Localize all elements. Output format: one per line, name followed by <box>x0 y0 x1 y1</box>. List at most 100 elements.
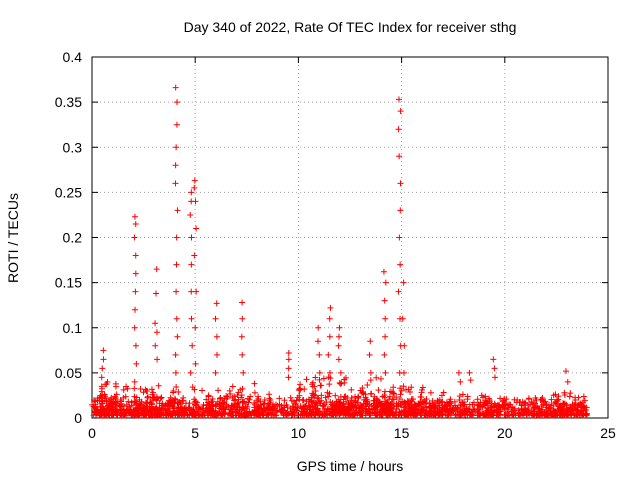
data-point <box>315 324 322 331</box>
data-point <box>118 400 125 407</box>
data-point <box>397 261 404 268</box>
data-point <box>117 406 124 413</box>
data-point <box>164 406 171 413</box>
data-point <box>395 96 402 103</box>
data-point <box>335 404 342 411</box>
data-point <box>231 393 238 400</box>
data-point <box>106 406 113 413</box>
data-point <box>234 400 241 407</box>
data-point <box>325 393 332 400</box>
data-point <box>114 412 121 419</box>
data-point <box>525 395 532 402</box>
x-tick-label: 0 <box>88 425 96 441</box>
data-point <box>484 412 491 419</box>
data-point <box>264 412 271 419</box>
x-tick-label: 20 <box>497 425 513 441</box>
data-point <box>255 395 262 402</box>
data-point <box>152 320 159 327</box>
data-point <box>564 378 571 385</box>
data-point <box>465 406 472 412</box>
data-point <box>474 402 481 409</box>
data-point <box>322 410 329 417</box>
data-point <box>172 162 179 169</box>
data-point <box>132 220 139 227</box>
data-point <box>454 408 461 415</box>
data-point <box>108 412 115 419</box>
data-point <box>138 410 145 417</box>
data-point <box>239 398 246 405</box>
data-point <box>285 374 292 381</box>
data-point <box>144 393 151 400</box>
data-point <box>153 290 160 297</box>
data-point <box>556 412 563 419</box>
data-point <box>353 410 360 417</box>
data-point <box>172 84 179 91</box>
data-point <box>549 411 556 418</box>
data-point <box>234 392 241 399</box>
x-tick-label: 25 <box>600 425 616 441</box>
data-point <box>191 252 198 259</box>
data-point <box>562 368 569 375</box>
data-point <box>257 401 264 408</box>
data-point <box>397 207 404 214</box>
data-point <box>148 398 155 405</box>
data-point <box>312 387 319 394</box>
data-point <box>285 350 292 357</box>
data-point <box>89 401 96 408</box>
data-point <box>477 399 484 406</box>
data-point <box>568 408 574 415</box>
data-point <box>312 411 319 418</box>
data-point <box>187 369 194 376</box>
data-point <box>400 279 407 286</box>
data-point <box>239 351 246 358</box>
data-point <box>390 384 397 391</box>
data-point <box>417 399 424 406</box>
data-point <box>491 374 498 381</box>
data-point <box>92 404 99 411</box>
data-point <box>240 412 247 419</box>
data-point <box>172 369 179 376</box>
data-point <box>144 394 151 401</box>
data-point <box>400 383 407 390</box>
data-point <box>336 324 343 331</box>
data-point <box>341 393 348 400</box>
data-point <box>489 412 496 419</box>
data-point <box>301 403 308 410</box>
chart-title: Day 340 of 2022, Rate Of TEC Index for r… <box>184 19 517 35</box>
data-point <box>381 297 388 304</box>
data-point <box>252 409 259 416</box>
data-point <box>132 412 139 419</box>
data-point <box>550 406 557 413</box>
data-point <box>237 386 244 393</box>
data-point <box>209 395 216 402</box>
data-point <box>162 403 169 410</box>
data-point <box>212 315 219 322</box>
data-point <box>226 387 233 394</box>
data-point <box>490 356 497 363</box>
data-point <box>98 394 105 401</box>
data-point <box>319 403 326 410</box>
data-point <box>326 315 333 322</box>
data-point <box>457 378 464 385</box>
data-point <box>401 342 408 349</box>
data-point <box>367 377 374 384</box>
data-point <box>192 198 199 205</box>
data-point <box>327 304 334 311</box>
data-point <box>322 394 329 401</box>
data-point <box>331 403 338 410</box>
data-point <box>226 410 233 417</box>
data-point <box>412 401 419 408</box>
data-point <box>401 369 408 376</box>
data-point <box>431 412 438 419</box>
x-tick-label: 15 <box>394 425 410 441</box>
data-point <box>293 400 300 407</box>
data-point <box>173 261 180 268</box>
data-point <box>575 394 582 401</box>
data-point <box>239 315 246 322</box>
data-point <box>201 412 208 419</box>
data-point <box>332 392 339 399</box>
data-point <box>156 410 163 417</box>
data-point <box>191 386 198 393</box>
data-point <box>464 396 471 403</box>
data-point <box>315 338 322 345</box>
